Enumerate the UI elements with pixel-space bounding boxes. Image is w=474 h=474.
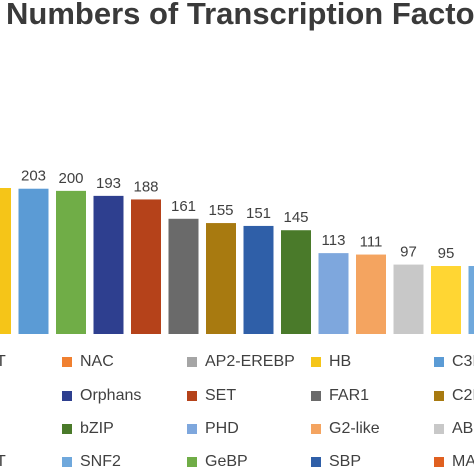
bar-value-label: 161 bbox=[171, 198, 196, 215]
chart-title: Numbers of Transcription Factor bbox=[6, 0, 474, 31]
bar bbox=[281, 230, 311, 334]
bar bbox=[18, 188, 49, 334]
bar bbox=[431, 266, 461, 334]
bar-value-label: 97 bbox=[400, 244, 417, 261]
bar-value-label: 95 bbox=[438, 245, 455, 262]
bar-value-label: 188 bbox=[133, 178, 158, 195]
bar-value-label: 200 bbox=[58, 170, 83, 187]
bar-value-label: 203 bbox=[21, 168, 46, 185]
bar bbox=[468, 266, 474, 334]
bar-value-label: 155 bbox=[208, 202, 233, 219]
bar bbox=[168, 218, 199, 334]
bar-value-label: 113 bbox=[322, 232, 346, 249]
bar bbox=[56, 190, 86, 334]
bar-value-label: 151 bbox=[246, 205, 271, 222]
bar bbox=[318, 253, 349, 334]
bar-value-label: 111 bbox=[360, 234, 383, 251]
bar bbox=[131, 199, 161, 334]
bar bbox=[393, 264, 424, 334]
bar bbox=[206, 223, 236, 334]
bar bbox=[93, 195, 124, 334]
bar-value-label: 145 bbox=[283, 209, 308, 226]
bar-value-label: 193 bbox=[96, 175, 121, 192]
bar bbox=[356, 254, 386, 334]
bar bbox=[0, 188, 11, 334]
bar bbox=[243, 225, 274, 334]
